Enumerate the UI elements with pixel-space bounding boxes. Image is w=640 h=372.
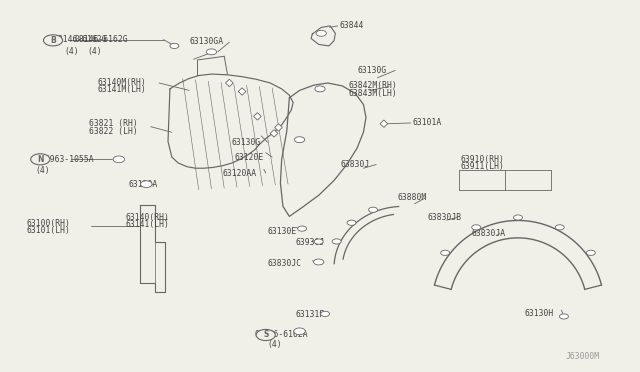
Text: 63100(RH): 63100(RH) — [26, 219, 70, 228]
Text: 63880M: 63880M — [398, 193, 427, 202]
Text: 63842M(RH): 63842M(RH) — [349, 81, 397, 90]
Circle shape — [294, 137, 305, 142]
Circle shape — [347, 220, 356, 225]
Text: N: N — [37, 155, 44, 164]
Text: S: S — [263, 330, 268, 340]
Text: 63131F: 63131F — [296, 311, 325, 320]
Text: 08146-6162G: 08146-6162G — [53, 35, 107, 44]
Polygon shape — [253, 113, 261, 120]
Circle shape — [141, 181, 152, 187]
Text: (4): (4) — [65, 47, 79, 56]
Text: 08146-6162G: 08146-6162G — [74, 35, 128, 44]
Circle shape — [314, 259, 324, 265]
Circle shape — [441, 250, 449, 256]
Circle shape — [256, 330, 275, 340]
Text: 63130E: 63130E — [268, 227, 297, 236]
Text: 63120E: 63120E — [234, 153, 264, 161]
Text: 63830JC: 63830JC — [268, 259, 301, 268]
Polygon shape — [380, 120, 388, 128]
Polygon shape — [275, 124, 282, 131]
Circle shape — [113, 156, 125, 163]
Polygon shape — [225, 79, 233, 87]
Circle shape — [31, 154, 50, 165]
Text: 08566-6162A: 08566-6162A — [255, 330, 308, 340]
Polygon shape — [270, 130, 278, 137]
Text: 63930J: 63930J — [296, 238, 325, 247]
Text: 63130G: 63130G — [357, 66, 387, 75]
Text: 63822 (LH): 63822 (LH) — [89, 126, 138, 136]
Text: 63821 (RH): 63821 (RH) — [89, 119, 138, 128]
Circle shape — [294, 328, 305, 335]
Circle shape — [44, 35, 63, 46]
Text: 63830JA: 63830JA — [472, 229, 506, 238]
Text: 63141(LH): 63141(LH) — [125, 221, 169, 230]
Circle shape — [332, 239, 341, 244]
Text: 63120A: 63120A — [129, 180, 157, 189]
Text: J63000M: J63000M — [566, 352, 600, 361]
Text: 08963-1055A: 08963-1055A — [40, 155, 94, 164]
Text: 63130H: 63130H — [524, 310, 554, 318]
Text: (4): (4) — [36, 166, 51, 175]
Text: 63910(RH): 63910(RH) — [461, 155, 504, 164]
Circle shape — [556, 225, 564, 230]
Circle shape — [369, 207, 378, 212]
Circle shape — [298, 226, 307, 231]
Text: 63140(RH): 63140(RH) — [125, 213, 169, 222]
Circle shape — [316, 31, 326, 36]
Circle shape — [170, 43, 179, 48]
Circle shape — [314, 239, 323, 244]
Text: 63830J: 63830J — [340, 160, 370, 169]
Text: 63141M(LH): 63141M(LH) — [98, 85, 147, 94]
Circle shape — [586, 250, 595, 256]
Text: 63101A: 63101A — [413, 119, 442, 128]
Text: 63843M(LH): 63843M(LH) — [349, 89, 397, 98]
Circle shape — [513, 215, 522, 220]
Text: 63120AA: 63120AA — [223, 169, 257, 177]
Circle shape — [559, 314, 568, 319]
Text: 63130G: 63130G — [232, 138, 261, 147]
Text: 63101(LH): 63101(LH) — [26, 226, 70, 235]
Text: 63830JB: 63830JB — [428, 213, 461, 222]
Text: 63911(LH): 63911(LH) — [461, 162, 504, 171]
Circle shape — [321, 311, 330, 317]
Polygon shape — [238, 88, 246, 95]
Circle shape — [206, 49, 216, 55]
Circle shape — [472, 225, 481, 230]
Text: (4): (4) — [87, 47, 102, 56]
Circle shape — [315, 86, 325, 92]
Text: 63844: 63844 — [339, 22, 364, 31]
Text: 63130GA: 63130GA — [189, 37, 223, 46]
Text: B: B — [50, 36, 56, 45]
Text: (4): (4) — [268, 340, 282, 349]
Text: 63140M(RH): 63140M(RH) — [98, 78, 147, 87]
